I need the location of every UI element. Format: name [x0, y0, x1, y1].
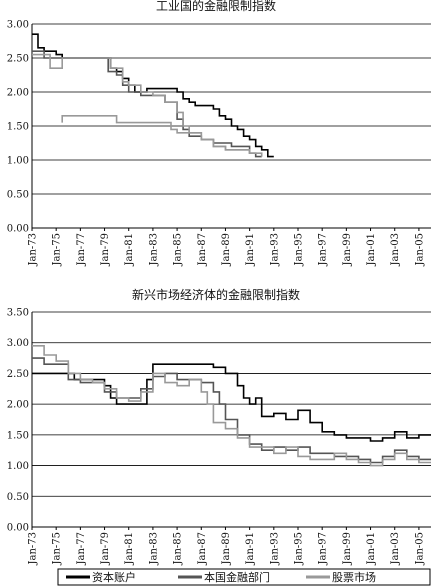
x-tick-label: Jan-99 [342, 233, 353, 267]
y-tick-label: 3.00 [7, 20, 29, 31]
y-tick-label: 1.00 [7, 461, 29, 472]
x-tick-label: Jan-87 [197, 532, 208, 566]
x-tick-label: Jan-89 [221, 233, 232, 267]
x-tick-label: Jan-83 [148, 532, 159, 566]
chart-title: 新兴市场经济体的金融限制指数 [132, 287, 300, 302]
legend-box [57, 568, 431, 586]
x-tick-label: Jan-89 [221, 532, 232, 566]
x-tick-label: Jan-95 [294, 532, 305, 566]
chart-title: 工业国的金融限制指数 [156, 0, 276, 13]
x-tick-label: Jan-77 [76, 233, 87, 267]
series-line-stock-market [32, 345, 431, 467]
x-tick-label: Jan-93 [269, 532, 280, 566]
x-tick-label: Jan-91 [245, 532, 256, 566]
x-tick-label: Jan-83 [148, 233, 159, 267]
x-tick-label: Jan-97 [318, 532, 329, 566]
legend: 资本账户 本国金融部门 股票市场 [57, 568, 431, 586]
legend-label-stock-market: 股票市场 [332, 570, 376, 584]
series-line-stock-market [32, 53, 263, 157]
x-tick-label: Jan-05 [414, 532, 425, 566]
x-tick-label: Jan-01 [366, 233, 377, 267]
y-tick-label: 1.50 [7, 430, 29, 441]
x-tick-label: Jan-91 [245, 233, 256, 267]
x-tick-label: Jan-05 [414, 233, 425, 267]
x-tick-label: Jan-77 [76, 532, 87, 566]
x-tick-label: Jan-99 [342, 532, 353, 566]
x-tick-label: Jan-75 [52, 233, 63, 267]
x-tick-label: Jan-79 [100, 233, 111, 267]
series-line-domestic-financial-sector [32, 357, 431, 464]
x-tick-label: Jan-03 [390, 532, 401, 566]
y-tick-label: 1.50 [7, 122, 29, 133]
y-tick-label: 1.00 [7, 156, 29, 167]
y-tick-label: 0.00 [7, 523, 29, 534]
y-tick-label: 0.50 [7, 492, 29, 503]
y-tick-label: 2.50 [7, 369, 29, 380]
y-tick-label: 3.00 [7, 338, 29, 349]
x-tick-label: Jan-03 [390, 233, 401, 267]
series-line-stock-market-lower [61, 115, 251, 154]
x-tick-label: Jan-73 [28, 233, 39, 267]
x-tick-label: Jan-79 [100, 532, 111, 566]
y-tick-label: 2.50 [7, 54, 29, 65]
x-tick-label: Jan-85 [173, 532, 184, 566]
x-tick-label: Jan-75 [52, 532, 63, 566]
x-tick-label: Jan-95 [294, 233, 305, 267]
legend-label-capital-account: 资本账户 [92, 570, 136, 584]
x-tick-label: Jan-01 [366, 532, 377, 566]
x-tick-label: Jan-93 [269, 233, 280, 267]
x-tick-label: Jan-73 [28, 532, 39, 566]
y-tick-label: 2.00 [7, 88, 29, 99]
series-line-domestic-financial-sector [32, 50, 262, 158]
x-tick-label: Jan-81 [124, 233, 135, 267]
x-tick-label: Jan-87 [197, 233, 208, 267]
x-tick-label: Jan-97 [318, 233, 329, 267]
y-tick-label: 0.00 [7, 224, 29, 235]
chart-emerging-markets: 新兴市场经济体的金融限制指数 0.00 0.50 1.00 1.50 2.00 2.50 3… [7, 287, 431, 566]
legend-label-domestic-financial-sector: 本国金融部门 [204, 570, 270, 584]
x-tick-label: Jan-85 [173, 233, 184, 267]
series-line-capital-account [32, 363, 431, 442]
y-tick-label: 2.00 [7, 400, 29, 411]
y-tick-label: 3.50 [7, 308, 29, 319]
x-tick-label: Jan-81 [124, 532, 135, 566]
y-tick-label: 0.50 [7, 190, 29, 201]
chart-industrial-countries: 工业国的金融限制指数 0.00 0.50 1.00 1.50 2.00 2.50 3.00 J… [7, 0, 431, 267]
